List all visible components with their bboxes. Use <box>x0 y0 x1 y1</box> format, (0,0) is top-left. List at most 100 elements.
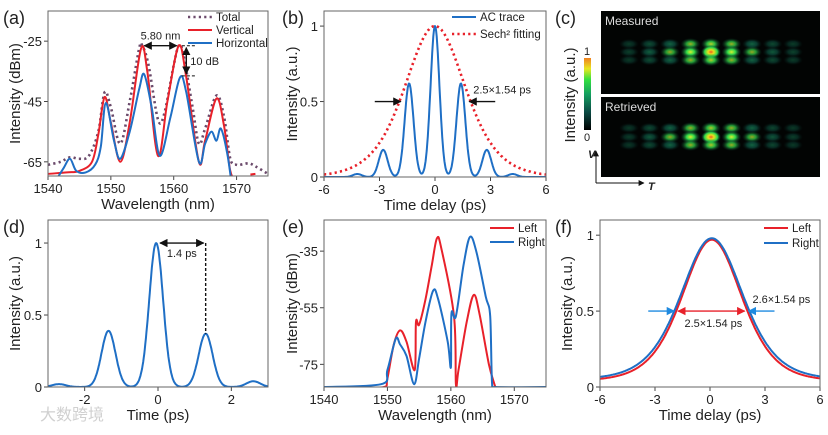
series-line-left <box>600 238 820 380</box>
heatmap-spot <box>680 122 701 134</box>
y-tick-label: 1 <box>311 19 318 34</box>
x-tick-label: 1560 <box>436 392 465 407</box>
heatmap-spot <box>619 131 639 143</box>
panel-label: (e) <box>282 217 304 237</box>
legend-label: Right <box>518 237 546 249</box>
heatmap-spot <box>660 139 680 151</box>
panel-label: (f) <box>555 217 572 237</box>
panel-d: (d) -2 0 2 0 0.5 1 Time (ps) Intensity (a.u.) 1.4… <box>3 217 269 424</box>
heatmap-spot <box>660 38 680 50</box>
x-axis-label: Time (ps) <box>127 407 190 424</box>
x-tick-label: -3 <box>649 392 661 407</box>
v-axis-label: V <box>588 149 597 161</box>
series-line-temporal-intensity <box>48 242 268 387</box>
y-axis-label: Intensity (a.u.) <box>562 47 579 142</box>
legend-label: Vertical <box>216 25 254 37</box>
x-tick-label: 2 <box>228 392 235 407</box>
series-line-sech-fitting <box>324 24 546 176</box>
annotation-label: 5.80 nm <box>141 31 181 43</box>
heatmap-spot <box>742 54 762 66</box>
y-tick-label: -35 <box>299 244 318 259</box>
legend-label: AC trace <box>480 12 525 24</box>
heatmap-spot <box>619 139 639 151</box>
y-axis-label: Intensity (dBm) <box>284 253 301 354</box>
panel-f: (f) -6 -3 0 3 6 0 0.5 1 Time delay (ps) Intensity … <box>555 217 824 424</box>
x-axis-label: Time delay (ps) <box>384 197 487 214</box>
heatmap-spot <box>721 54 742 66</box>
y-tick-label: -25 <box>23 34 42 49</box>
y-axis-label: Intensity (dBm) <box>7 43 24 144</box>
x-tick-label: 1550 <box>96 181 125 196</box>
x-tick-label: 1570 <box>222 181 251 196</box>
x-tick-label: 1540 <box>34 181 63 196</box>
heatmap-spot <box>639 131 660 143</box>
series-line-horizontal <box>57 72 232 176</box>
series-line-vertical <box>48 44 233 176</box>
x-tick-label: 3 <box>761 392 768 407</box>
x-tick-label: 1560 <box>159 181 188 196</box>
y-axis-label: Intensity (a.u.) <box>7 256 24 351</box>
heatmap-spot <box>639 54 660 66</box>
series-fragment <box>250 172 256 176</box>
x-tick-label: 0 <box>431 182 438 197</box>
x-tick-label: 1570 <box>500 392 529 407</box>
x-axis-label: Wavelength (nm) <box>101 196 215 213</box>
legend-label: Left <box>792 223 812 235</box>
colorbar-max-label: 1 <box>584 46 590 58</box>
plot-frame <box>47 219 269 388</box>
heatmap-spot <box>660 46 680 58</box>
x-tick-label: -6 <box>318 182 330 197</box>
x-tick-label: -2 <box>79 392 91 407</box>
series-line-total <box>48 41 268 176</box>
heatmap-spot <box>660 122 680 134</box>
heatmap-spot <box>742 122 762 134</box>
panel-label: (b) <box>282 8 304 28</box>
watermark: 大数跨境 <box>40 405 104 424</box>
annotation-label: 2.5×1.54 ps <box>473 85 531 97</box>
series-group <box>48 41 268 176</box>
series-group <box>48 242 268 387</box>
y-axis-label: Intensity (a.u.) <box>284 46 301 141</box>
panel-b: (b) -6 -3 0 3 6 0 0.5 1 Time delay (ps) Intensity … <box>282 8 550 214</box>
x-axis-label: Wavelength (nm) <box>378 407 492 424</box>
legend-label: Total <box>216 12 240 24</box>
plot-frame <box>323 219 547 388</box>
heatmap-spot <box>762 131 783 143</box>
plot-frame <box>47 10 269 177</box>
heatmap-spot <box>721 122 742 134</box>
colorbar-min-label: 0 <box>584 132 590 144</box>
x-tick-label: 1540 <box>310 392 339 407</box>
panel-label: (a) <box>3 8 25 28</box>
y-tick-label: -45 <box>23 94 42 109</box>
x-axis-label: Time delay (ps) <box>659 407 762 424</box>
heatmap-spot <box>742 139 762 151</box>
panel-label: (c) <box>555 8 576 28</box>
x-tick-label: 0 <box>706 392 713 407</box>
heatmap-spot <box>742 38 762 50</box>
t-axis-label: T <box>648 181 656 193</box>
legend-label: Left <box>518 223 538 235</box>
heatmap-spot <box>660 131 680 143</box>
heatmap-spot <box>701 53 721 67</box>
heatmap-spot <box>762 139 783 151</box>
heatmap-spot <box>762 38 783 50</box>
heatmap-spot <box>783 131 803 143</box>
y-tick-label: 0.5 <box>576 304 594 319</box>
heatmap-spot <box>721 139 742 151</box>
heatmap-spot <box>762 54 783 66</box>
y-tick-label: 0.5 <box>300 95 318 110</box>
y-tick-label: 0.5 <box>24 308 42 323</box>
heatmap-retrieved: Retrieved <box>601 97 820 177</box>
heatmap-spot <box>660 54 680 66</box>
x-tick-label: 6 <box>542 182 549 197</box>
heatmap-spot <box>619 122 639 134</box>
y-tick-label: 0 <box>35 380 42 395</box>
heatmap-spot <box>701 138 721 152</box>
series-line-left <box>362 235 497 387</box>
heatmap-title: Measured <box>605 14 658 28</box>
heatmap-spot <box>762 122 783 134</box>
x-tick-label: -6 <box>594 392 606 407</box>
heatmap-spot <box>639 139 660 151</box>
x-tick-label: 0 <box>154 392 161 407</box>
